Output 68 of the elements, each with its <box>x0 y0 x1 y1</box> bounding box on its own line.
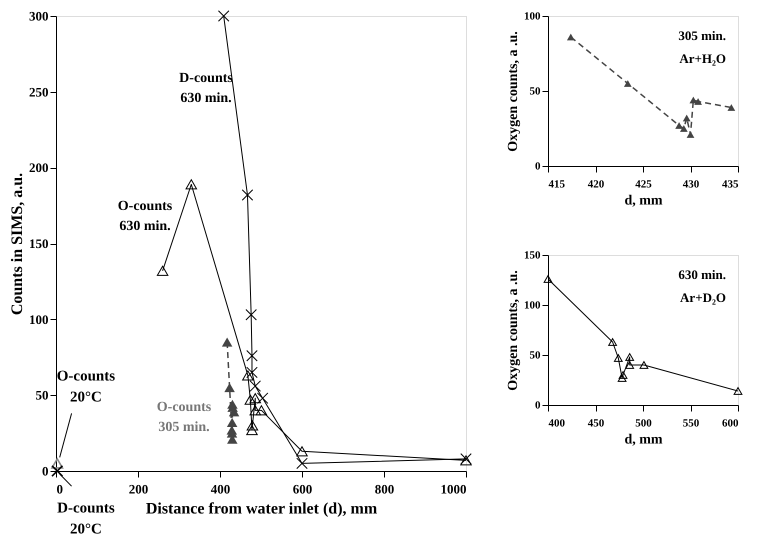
point <box>246 350 258 362</box>
y-tick-label: 50 <box>530 350 541 362</box>
y-tick-label: 50 <box>530 86 541 98</box>
x-tick-label: 0 <box>56 482 63 496</box>
annotation: O-counts 20°C <box>56 368 116 406</box>
x-axis-title: d, mm <box>624 432 663 448</box>
point <box>246 366 258 378</box>
annotation: D-counts 630 min. <box>179 71 234 106</box>
annotation: Ar+D₂O <box>680 290 726 305</box>
point <box>250 380 262 392</box>
x-tick-label: 415 <box>548 178 566 190</box>
point <box>256 405 268 416</box>
x-tick-label: 430 <box>682 178 700 190</box>
y-tick-label: 250 <box>29 84 48 100</box>
y-tick-label: 150 <box>29 236 48 251</box>
point <box>246 425 258 436</box>
annotation: O-counts 630 min. <box>118 199 173 234</box>
annotation: Ar+H₂O <box>679 51 726 66</box>
point <box>242 189 254 201</box>
point <box>156 266 168 276</box>
x-axis-title: Distance from water inlet (d), mm <box>146 500 378 518</box>
point <box>186 179 198 190</box>
x-tick-label: 600 <box>722 418 739 430</box>
y-tick-label: 200 <box>29 160 48 176</box>
x-tick-label: 400 <box>548 418 566 430</box>
y-tick-label: 150 <box>524 250 541 262</box>
x-tick-label: 400 <box>210 482 230 496</box>
point <box>250 405 262 416</box>
x-tick-label: 435 <box>722 178 739 190</box>
annotation: 305 min. <box>678 28 726 43</box>
y-tick-label: 100 <box>29 312 48 327</box>
y-axis-title: Oxygen counts, a .u. <box>506 270 521 391</box>
point <box>256 392 268 404</box>
point <box>244 394 256 405</box>
point <box>218 10 230 22</box>
point <box>224 383 235 392</box>
y-axis-title: Counts in SIMS, a.u. <box>9 172 26 316</box>
annotation: D-counts 20°C <box>57 500 115 538</box>
point <box>245 309 257 321</box>
x-tick-label: 500 <box>635 418 652 430</box>
point <box>296 458 308 470</box>
x-tick-label: 800 <box>374 482 394 496</box>
point <box>226 418 238 428</box>
point <box>222 338 232 347</box>
x-axis-title: d, mm <box>624 194 663 208</box>
x-tick-label: 200 <box>128 482 148 496</box>
point <box>51 464 64 478</box>
x-tick-label: 600 <box>292 482 312 496</box>
x-tick-label: 1000 <box>440 482 466 496</box>
y-tick-label: 300 <box>29 8 48 24</box>
x-tick-label: 425 <box>635 178 652 190</box>
y-tick-label: 0 <box>535 400 541 412</box>
y-tick-label: 0 <box>42 464 48 478</box>
y-axis-title: Oxygen counts, a .u. <box>506 31 521 152</box>
annotation: O-counts 305 min. <box>156 400 212 435</box>
y-tick-label: 50 <box>36 388 48 403</box>
point <box>296 446 308 456</box>
y-tick-label: 100 <box>524 300 541 312</box>
point <box>246 420 258 431</box>
x-tick-label: 450 <box>588 418 605 430</box>
y-tick-label: 0 <box>535 160 541 172</box>
y-tick-label: 100 <box>524 10 541 22</box>
annotation: 630 min. <box>678 267 726 282</box>
x-tick-label: 420 <box>588 178 605 190</box>
point <box>242 370 254 380</box>
point <box>51 458 64 469</box>
x-tick-label: 550 <box>682 418 700 430</box>
point <box>250 393 262 404</box>
